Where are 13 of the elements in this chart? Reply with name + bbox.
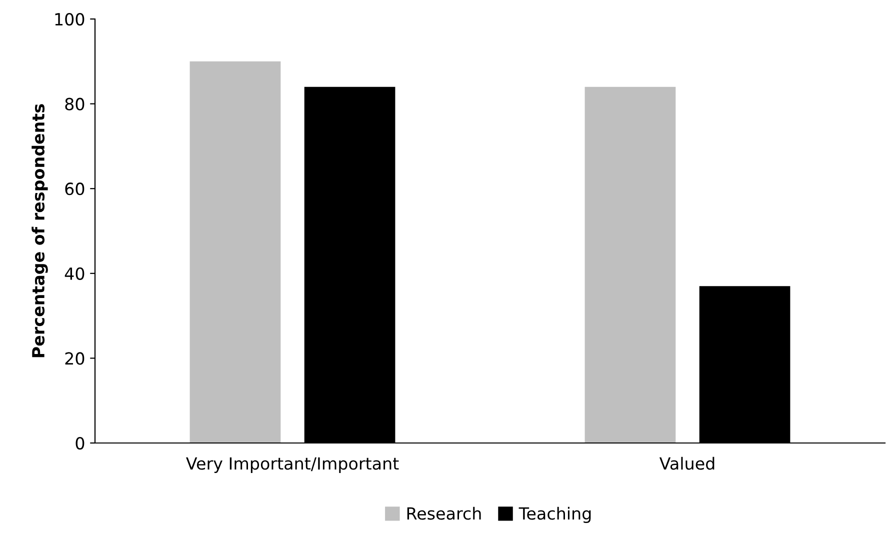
bar [190, 61, 281, 443]
x-tick-label: Valued [659, 456, 714, 470]
y-tick-label: 20 [65, 352, 84, 365]
y-tick-label: 80 [65, 98, 84, 110]
y-tick-label: 40 [64, 267, 84, 280]
bar [584, 86, 676, 443]
y-tick-label: 60 [65, 182, 84, 196]
legend-label: Teaching [518, 506, 591, 523]
y-axis-title: Percentage of respondents [32, 104, 48, 358]
y-tick-label: 100 [55, 12, 84, 26]
x-tick-label: Very Important/Important [186, 457, 399, 474]
y-tick-label: 0 [76, 436, 84, 450]
legend-label: Research [407, 506, 481, 520]
